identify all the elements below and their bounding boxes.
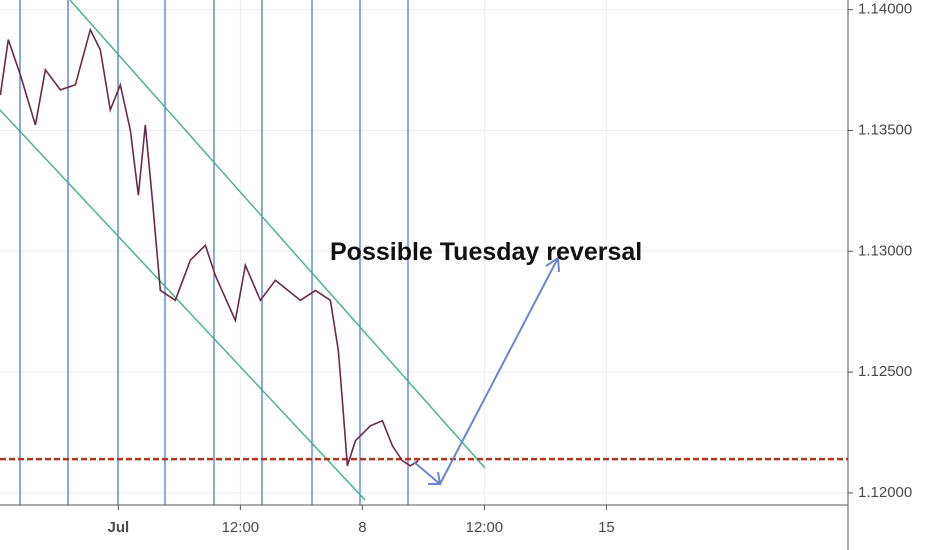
y-tick-label: 1.12500 — [858, 363, 912, 380]
x-tick-label: 12:00 — [222, 519, 260, 536]
y-tick-label: 1.14000 — [858, 1, 912, 18]
y-tick-label: 1.12000 — [858, 484, 912, 501]
x-tick-label: 8 — [358, 519, 366, 536]
y-tick-label: 1.13000 — [858, 242, 912, 259]
channel-upper — [69, 0, 486, 469]
annotation: Possible Tuesday reversal — [330, 238, 642, 266]
plot — [0, 27, 848, 467]
channel — [0, 0, 486, 501]
arrow-head — [545, 256, 560, 273]
arrow-path — [413, 257, 559, 486]
channel-lower — [0, 109, 366, 501]
x-tick-label: 15 — [598, 519, 615, 536]
y-tick-label: 1.13500 — [858, 121, 912, 138]
price-line — [0, 27, 419, 467]
x-tick-label: 12:00 — [466, 519, 504, 536]
arrow-head — [428, 471, 442, 485]
vertical-markers — [19, 0, 409, 505]
forecast-arrow — [413, 256, 560, 486]
x-tick-label: Jul — [108, 519, 130, 536]
